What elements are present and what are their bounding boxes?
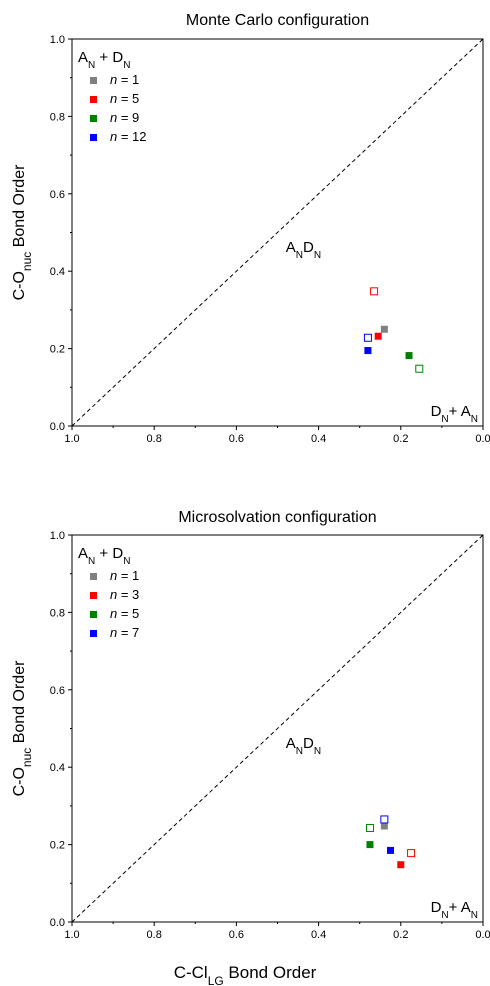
chart2-region-label-andn: ANDN — [286, 735, 321, 757]
chart2-point-open — [365, 823, 374, 832]
chart2-x-tick-label: 0.2 — [393, 929, 408, 941]
chart1-legend-entry: n = 1 — [110, 72, 139, 87]
chart1-y-tick-label: 0.6 — [50, 189, 65, 201]
chart1-legend-marker — [90, 96, 97, 103]
chart2-point-filled — [397, 861, 405, 869]
chart2-region-label-dnan: DN+ AN — [431, 899, 478, 921]
chart1-y-tick-label: 0.8 — [50, 111, 65, 123]
chart1-legend-header: AN + DN — [78, 49, 130, 71]
chart1-y-tick-label: 0.0 — [50, 421, 65, 433]
chart1-legend-entry: n = 9 — [110, 110, 139, 125]
chart2-legend-marker — [90, 611, 97, 618]
chart2-x-tick-label: 0.0 — [475, 929, 490, 941]
chart1-legend-entry: n = 12 — [110, 129, 147, 144]
chart1-region-label-andn: ANDN — [286, 239, 321, 261]
chart2-legend-entry: n = 5 — [110, 606, 139, 621]
chart2-point-filled — [387, 846, 395, 854]
chart1-point-filled — [380, 325, 388, 333]
chart2-x-tick-label: 0.4 — [311, 929, 326, 941]
chart2-point-open — [380, 815, 389, 824]
chart2-legend-entry: n = 3 — [110, 587, 139, 602]
chart1-point-filled — [364, 347, 372, 355]
chart2-x-tick-label: 0.6 — [229, 929, 244, 941]
chart2-y-tick-label: 0.0 — [50, 917, 65, 929]
chart2-x-tick-label: 1.0 — [64, 929, 79, 941]
chart1-point-open — [363, 333, 372, 342]
chart1-x-tick-label: 0.2 — [393, 433, 408, 445]
chart2-y-tick-label: 0.2 — [50, 840, 65, 852]
chart1-x-tick-label: 0.6 — [229, 433, 244, 445]
chart1-y-tick-label: 0.4 — [50, 266, 65, 278]
chart1-legend-marker — [90, 115, 97, 122]
chart2-legend-entry: n = 7 — [110, 625, 139, 640]
chart1-point-open — [415, 364, 424, 373]
chart2-title: Microsolvation configuration — [178, 509, 376, 526]
chart2-panel: Microsolvation configuration 1.0 0.8 0.6 0.4… — [11, 509, 490, 941]
chart1-x-tick-label: 0.0 — [475, 433, 490, 445]
chart1-legend-entry: n = 5 — [110, 91, 139, 106]
chart1-y-tick-label: 1.0 — [50, 34, 65, 46]
chart1-legend-marker — [90, 77, 97, 84]
chart2-y-tick-label: 0.6 — [50, 685, 65, 697]
chart2-legend-entry: n = 1 — [110, 568, 139, 583]
chart1-legend-marker — [90, 134, 97, 141]
chart2-point-filled — [380, 822, 388, 830]
chart2-y-axis-label: C-Onuc Bond Order — [11, 660, 34, 797]
chart1-x-tick-label: 0.4 — [311, 433, 326, 445]
chart2-y-tick-label: 0.4 — [50, 762, 65, 774]
chart1-panel: Monte Carlo configuration 1.0 0.8 0.6 0.4 0.2… — [11, 12, 490, 445]
shared-x-axis-label: C-ClLG Bond Order — [174, 963, 317, 986]
chart1-x-tick-label: 0.8 — [147, 433, 162, 445]
chart1-point-filled — [374, 332, 382, 340]
chart1-point-filled — [405, 352, 413, 360]
chart2-legend-marker — [90, 592, 97, 599]
chart1-y-tick-label: 0.2 — [50, 344, 65, 356]
chart2-x-tick-label: 0.8 — [147, 929, 162, 941]
chart2-point-filled — [366, 841, 374, 849]
chart2-legend-marker — [90, 573, 97, 580]
chart2-y-tick-label: 0.8 — [50, 607, 65, 619]
chart1-region-label-dnan: DN+ AN — [431, 403, 478, 425]
chart2-legend-marker — [90, 630, 97, 637]
chart2-diagonal-line — [71, 534, 484, 923]
chart2-y-tick-label: 1.0 — [50, 530, 65, 542]
chart1-y-axis-label: C-Onuc Bond Order — [11, 164, 34, 301]
chart1-title: Monte Carlo configuration — [186, 12, 369, 29]
chart1-diagonal-line — [71, 38, 484, 427]
chart2-legend-header: AN + DN — [78, 545, 130, 567]
chart2-point-open — [407, 849, 416, 858]
chart1-point-open — [370, 287, 379, 296]
chart1-x-tick-label: 1.0 — [64, 433, 79, 445]
